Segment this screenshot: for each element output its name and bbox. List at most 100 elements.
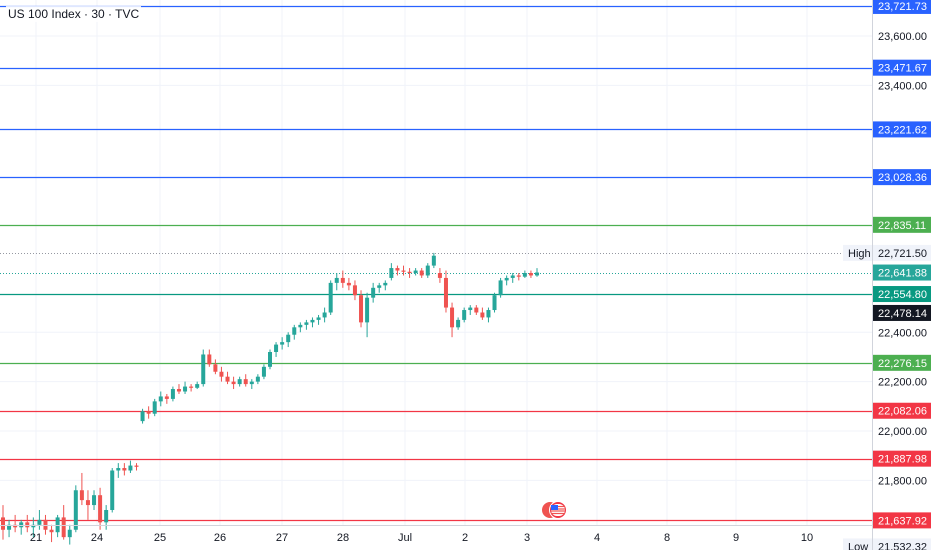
candle-body bbox=[407, 271, 412, 273]
candle-body bbox=[468, 307, 473, 311]
price-tick-label: 21,800.00 bbox=[878, 475, 927, 487]
level-price-label: 23,721.73 bbox=[878, 1, 927, 13]
candle-body bbox=[334, 277, 339, 283]
level-price-label: 22,835.11 bbox=[878, 220, 926, 232]
candle-body bbox=[146, 411, 151, 414]
marker-price-tag bbox=[873, 304, 931, 321]
candle-body bbox=[346, 282, 351, 286]
candle-body bbox=[437, 273, 442, 278]
time-tick-label: 26 bbox=[214, 532, 226, 544]
candle-body bbox=[37, 519, 42, 525]
candle-body bbox=[104, 510, 109, 523]
level-price-tag bbox=[873, 169, 931, 186]
candle-body bbox=[510, 275, 515, 278]
time-tick-label: 2 bbox=[462, 532, 468, 544]
price-tick-label: 22,200.00 bbox=[878, 377, 927, 389]
candle-body bbox=[359, 295, 364, 323]
candle-body bbox=[340, 277, 345, 283]
level-price-tag bbox=[873, 512, 931, 529]
candle-body bbox=[67, 529, 72, 538]
candle-body bbox=[292, 327, 297, 335]
candle-body bbox=[528, 273, 533, 276]
marker-prefix-label: Low bbox=[848, 541, 868, 550]
candle-body bbox=[176, 389, 181, 392]
candle-body bbox=[298, 324, 303, 328]
us-flag-calendar-icon[interactable] bbox=[540, 500, 568, 520]
time-tick-label: Jul bbox=[398, 532, 412, 544]
time-tick-label: 8 bbox=[664, 532, 670, 544]
marker-price-tag bbox=[843, 244, 931, 261]
candle-body bbox=[183, 386, 188, 392]
candle-body bbox=[85, 500, 90, 506]
candle-body bbox=[328, 282, 333, 313]
level-price-label: 23,028.36 bbox=[878, 172, 927, 184]
candle-body bbox=[443, 277, 448, 308]
candle-body bbox=[92, 495, 97, 506]
candle-body bbox=[498, 280, 503, 296]
candle-body bbox=[31, 524, 36, 528]
candle-body bbox=[274, 344, 279, 352]
level-price-tag bbox=[873, 450, 931, 467]
candle-body bbox=[134, 465, 139, 467]
candle-body bbox=[413, 270, 418, 273]
candle-body bbox=[377, 285, 382, 288]
candle-body bbox=[401, 270, 406, 272]
level-price-tag bbox=[873, 286, 931, 303]
candle-body bbox=[152, 401, 157, 414]
level-price-label: 22,554.80 bbox=[878, 289, 927, 301]
candle-body bbox=[516, 275, 521, 277]
time-tick-label: 3 bbox=[524, 532, 530, 544]
candle-body bbox=[286, 334, 291, 343]
candle-body bbox=[207, 354, 212, 365]
candle-body bbox=[268, 352, 272, 367]
level-price-tag bbox=[873, 216, 931, 233]
candle-body bbox=[304, 322, 309, 325]
candle-body bbox=[310, 319, 315, 323]
candle-body bbox=[383, 282, 388, 286]
candle-body bbox=[492, 295, 497, 311]
candle-body bbox=[140, 411, 145, 422]
marker-price-tag bbox=[873, 264, 931, 281]
candle-body bbox=[98, 495, 103, 523]
level-price-label: 22,082.06 bbox=[878, 406, 927, 418]
time-tick-label: 9 bbox=[733, 532, 739, 544]
candle-body bbox=[213, 364, 218, 372]
level-price-tag bbox=[873, 354, 931, 371]
candle-body bbox=[474, 307, 479, 313]
candle-body bbox=[486, 310, 491, 318]
level-price-tag bbox=[873, 402, 931, 419]
candle-body bbox=[122, 468, 127, 471]
candle-body bbox=[79, 490, 84, 501]
candle-body bbox=[158, 396, 163, 402]
candle-body bbox=[535, 272, 539, 276]
time-tick-label: 24 bbox=[91, 532, 103, 544]
candle-body bbox=[25, 522, 30, 528]
candle-body bbox=[522, 273, 527, 277]
candle-body bbox=[389, 268, 394, 278]
price-axis-separator bbox=[872, 0, 873, 550]
candle-body bbox=[419, 270, 424, 276]
candle-body bbox=[261, 366, 266, 377]
price-tick-label: 22,000.00 bbox=[878, 426, 927, 438]
candle-body bbox=[504, 277, 509, 281]
candle-body bbox=[170, 389, 175, 399]
candle-body bbox=[128, 465, 133, 471]
candle-body bbox=[55, 517, 60, 533]
candle-body bbox=[195, 384, 200, 388]
candle-body bbox=[225, 376, 230, 382]
candle-body bbox=[7, 524, 12, 530]
price-tick-label: 22,400.00 bbox=[878, 327, 927, 339]
candle-body bbox=[201, 354, 206, 385]
candle-body bbox=[219, 371, 224, 377]
chart-title: US 100 Index · 30 · TVC bbox=[6, 6, 142, 22]
marker-price-label: 21,532.32 bbox=[878, 541, 927, 550]
candle-body bbox=[365, 297, 370, 323]
candle-body bbox=[462, 310, 467, 320]
candle-body bbox=[110, 470, 115, 510]
level-price-tag bbox=[873, 121, 931, 138]
candle-body bbox=[164, 396, 169, 399]
candle-body bbox=[352, 285, 357, 296]
price-tick-label: 23,600.00 bbox=[878, 31, 927, 43]
